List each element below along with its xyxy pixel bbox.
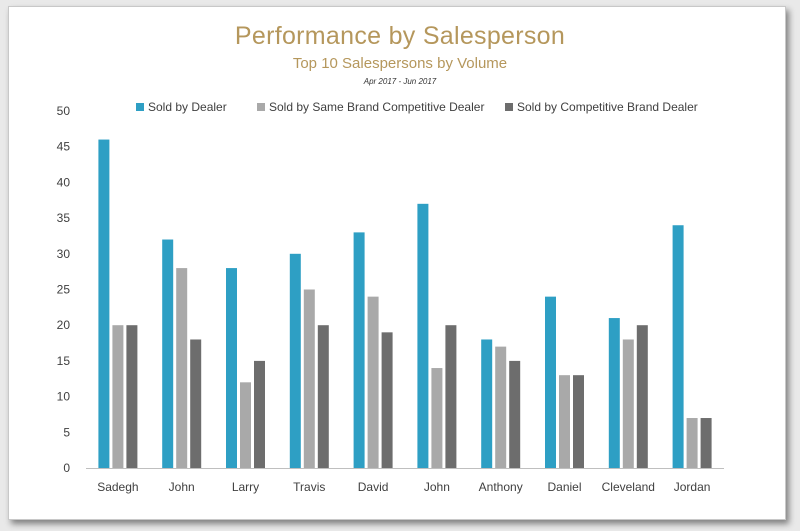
y-tick-label: 15 [57,354,71,368]
legend-label: Sold by Dealer [148,100,227,114]
bar-cleveland-series-2 [622,339,634,468]
bar-larry-series-2 [240,382,251,468]
chart-date-range: Apr 2017 - Jun 2017 [363,77,437,86]
y-tick-label: 5 [63,425,70,439]
x-tick-label: Cleveland [602,480,655,494]
bar-cleveland-series-3 [636,325,648,468]
bar-travis-series-1 [289,253,301,468]
bar-david-series-3 [381,332,393,468]
chart-frame [8,6,786,520]
bar-anthony-series-3 [509,360,521,468]
y-tick-label: 35 [57,211,71,225]
bar-john-series-3 [190,339,202,468]
bar-sadegh-series-1 [98,139,110,468]
chart-subtitle: Top 10 Salespersons by Volume [292,55,508,72]
bar-david-series-2 [367,296,379,468]
chart-legend: Sold by Dealer Sold by Same Brand Competi… [136,100,698,114]
bar-daniel-series-1 [545,296,556,468]
y-tick-label: 40 [57,175,71,189]
y-tick-label: 0 [63,461,70,475]
y-tick-label: 20 [57,318,71,332]
bar-travis-series-3 [317,325,329,468]
bar-john-series-1 [417,203,429,468]
x-tick-label: Anthony [479,480,523,494]
bar-jordan-series-3 [700,418,712,468]
y-tick-label: 30 [57,247,71,261]
y-tick-label: 10 [57,390,71,404]
y-tick-label: 50 [57,104,71,118]
x-tick-label: Jordan [674,480,711,494]
x-tick-label: John [169,480,195,494]
bars [98,139,712,468]
chart-title: Performance by Salesperson [234,22,566,50]
bar-sadegh-series-2 [112,325,124,468]
bar-john-series-2 [176,268,188,468]
bar-john-series-2 [431,368,443,468]
legend-label: Sold by Same Brand Competitive Dealer [269,100,484,114]
bar-daniel-series-2 [559,375,570,468]
x-tick-label: Sadegh [97,480,138,494]
bar-john-series-1 [162,239,174,468]
x-tick-label: David [358,480,389,494]
x-tick-label: Travis [293,480,325,494]
bar-larry-series-3 [254,360,265,468]
y-axis: 0 5 10 15 20 25 30 35 40 45 50 [57,104,71,475]
bar-jordan-series-1 [672,225,684,468]
bar-larry-series-1 [226,268,237,468]
bar-jordan-series-2 [686,418,698,468]
bar-anthony-series-2 [495,346,507,468]
y-tick-label: 45 [57,140,71,154]
bar-daniel-series-3 [573,375,584,468]
bar-anthony-series-1 [481,339,493,468]
x-axis: Sadegh John Larry Travis David John Anthony Dan… [86,468,724,494]
x-tick-label: Larry [232,480,259,494]
legend-label: Sold by Competitive Brand Dealer [517,100,698,114]
bar-john-series-3 [445,325,457,468]
y-tick-label: 25 [57,283,71,297]
x-tick-label: John [424,480,450,494]
x-tick-label: Daniel [547,480,581,494]
legend-swatch [257,103,265,111]
bar-travis-series-2 [303,289,315,468]
bar-david-series-1 [353,232,365,468]
legend-swatch [136,103,144,111]
legend-swatch [505,103,513,111]
bar-sadegh-series-3 [126,325,138,468]
bar-cleveland-series-1 [608,318,620,468]
